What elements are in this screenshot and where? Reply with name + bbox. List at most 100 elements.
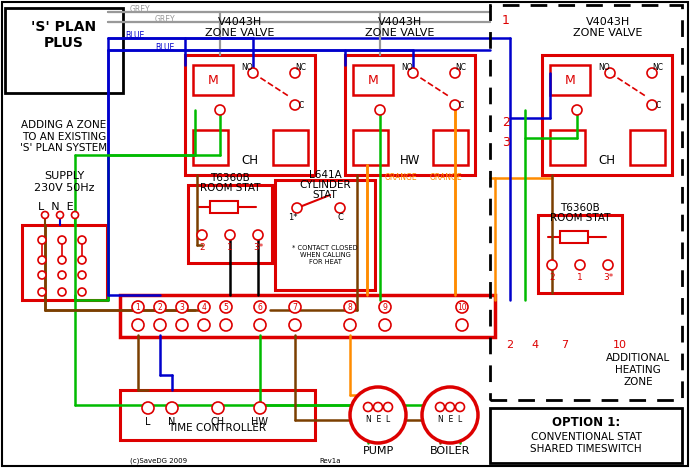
Bar — [275, 180, 375, 290]
Text: SUPPLY
230V 50Hz: SUPPLY 230V 50Hz — [34, 171, 95, 193]
Text: V4043H: V4043H — [218, 17, 262, 27]
Circle shape — [456, 301, 468, 313]
Bar — [560, 231, 588, 243]
Circle shape — [384, 402, 393, 411]
Text: HW: HW — [400, 154, 420, 167]
Circle shape — [254, 301, 266, 313]
Circle shape — [176, 301, 188, 313]
Text: 6: 6 — [257, 302, 262, 312]
Circle shape — [456, 319, 468, 331]
Text: CYLINDER: CYLINDER — [299, 180, 351, 190]
Circle shape — [176, 319, 188, 331]
Text: 1: 1 — [577, 273, 583, 283]
Text: M: M — [564, 73, 575, 87]
Circle shape — [350, 387, 406, 443]
Bar — [120, 390, 315, 440]
Text: NC: NC — [653, 63, 664, 72]
Circle shape — [446, 402, 455, 411]
Circle shape — [289, 319, 301, 331]
Circle shape — [379, 301, 391, 313]
Circle shape — [142, 402, 154, 414]
Text: ROOM STAT: ROOM STAT — [199, 183, 260, 193]
Text: V4043H: V4043H — [378, 17, 422, 27]
Text: M: M — [208, 73, 218, 87]
Circle shape — [647, 68, 657, 78]
Circle shape — [572, 105, 582, 115]
Circle shape — [344, 319, 356, 331]
Bar — [490, 408, 682, 463]
Bar — [630, 130, 665, 165]
Bar — [542, 55, 672, 175]
Text: 8: 8 — [348, 302, 353, 312]
Text: Rev1a: Rev1a — [319, 458, 341, 464]
Circle shape — [220, 319, 232, 331]
Text: 2: 2 — [199, 243, 205, 253]
Text: NC: NC — [455, 63, 466, 72]
Text: CH: CH — [241, 154, 259, 167]
Text: 10: 10 — [457, 302, 467, 312]
Circle shape — [154, 319, 166, 331]
Text: 3*: 3* — [253, 243, 263, 253]
Bar — [120, 295, 495, 337]
Text: C: C — [298, 101, 304, 110]
Bar — [210, 201, 238, 213]
Circle shape — [78, 288, 86, 296]
Circle shape — [38, 271, 46, 279]
Text: 2: 2 — [506, 340, 513, 350]
Circle shape — [78, 256, 86, 264]
Circle shape — [78, 271, 86, 279]
Bar — [188, 185, 272, 263]
Circle shape — [455, 402, 464, 411]
Text: C: C — [458, 101, 464, 110]
Text: NO: NO — [401, 63, 413, 72]
Text: T6360B: T6360B — [210, 173, 250, 183]
Text: C: C — [656, 101, 660, 110]
Bar — [185, 55, 315, 175]
Circle shape — [375, 105, 385, 115]
Circle shape — [212, 402, 224, 414]
Circle shape — [38, 256, 46, 264]
Text: L: L — [146, 417, 150, 427]
Text: OPTION 1:: OPTION 1: — [552, 417, 620, 430]
Circle shape — [603, 260, 613, 270]
Circle shape — [344, 301, 356, 313]
Text: 2: 2 — [502, 117, 510, 130]
Circle shape — [225, 230, 235, 240]
Text: ZONE VALVE: ZONE VALVE — [573, 28, 642, 38]
Text: GREY: GREY — [155, 15, 176, 23]
Text: 'S' PLAN
PLUS: 'S' PLAN PLUS — [32, 20, 97, 50]
Bar — [22, 225, 107, 300]
Bar — [550, 65, 590, 95]
Circle shape — [72, 212, 79, 219]
Circle shape — [435, 402, 444, 411]
Text: N  E  L: N E L — [366, 416, 390, 424]
Circle shape — [58, 236, 66, 244]
Text: NC: NC — [295, 63, 306, 72]
Text: 7: 7 — [562, 340, 569, 350]
Circle shape — [254, 402, 266, 414]
Circle shape — [215, 105, 225, 115]
Circle shape — [58, 256, 66, 264]
Bar — [353, 65, 393, 95]
Text: NO: NO — [241, 63, 253, 72]
Bar — [193, 130, 228, 165]
Text: 1: 1 — [136, 302, 140, 312]
Bar — [353, 130, 388, 165]
Circle shape — [289, 301, 301, 313]
Text: CH: CH — [211, 417, 225, 427]
Circle shape — [38, 288, 46, 296]
Text: 1: 1 — [227, 243, 233, 253]
Text: STAT: STAT — [313, 190, 337, 200]
Circle shape — [254, 319, 266, 331]
Bar — [273, 130, 308, 165]
Text: TIME CONTROLLER: TIME CONTROLLER — [168, 423, 266, 433]
Text: C: C — [337, 213, 343, 222]
Text: 7: 7 — [293, 302, 297, 312]
Text: 4: 4 — [201, 302, 206, 312]
Text: BLUE: BLUE — [125, 30, 144, 39]
Text: ORANGE: ORANGE — [385, 174, 417, 183]
Bar — [345, 55, 475, 175]
Circle shape — [373, 402, 382, 411]
Circle shape — [379, 319, 391, 331]
Text: T6360B: T6360B — [560, 203, 600, 213]
